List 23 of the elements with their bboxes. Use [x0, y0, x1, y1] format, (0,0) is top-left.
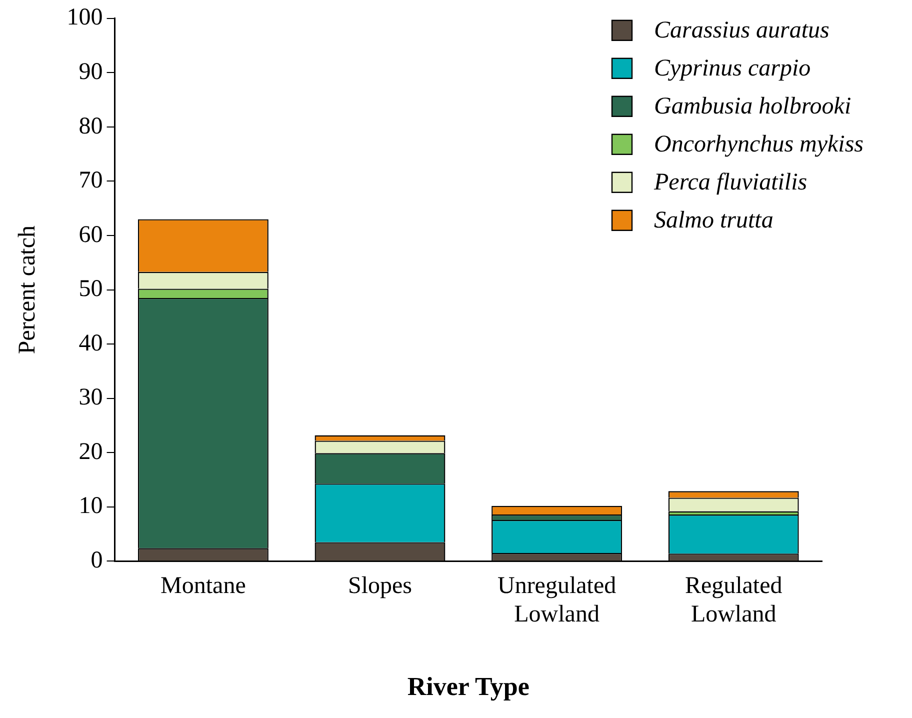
y-tick-label: 90 [78, 58, 103, 85]
x-axis-title: River Type [407, 672, 530, 702]
y-tick-label: 20 [78, 438, 103, 465]
y-axis-title: Percent catch [14, 226, 41, 354]
x-tick-label: Regulated Lowland [684, 572, 782, 628]
x-tick-label: Montane [160, 572, 246, 599]
x-tick-label: Unregulated Lowland [497, 572, 616, 628]
y-tick-label: 100 [66, 4, 103, 31]
y-tick-label: 60 [78, 222, 103, 248]
x-tick-label: Slopes [348, 572, 412, 599]
y-tick-label: 0 [90, 547, 103, 574]
y-tick-label: 10 [78, 493, 103, 520]
y-tick-label: 30 [78, 384, 103, 411]
legend-label: Oncorhynchus mykiss [654, 132, 864, 158]
y-tick-label: 70 [78, 168, 103, 194]
y-tick-label: 80 [78, 113, 103, 140]
legend-label: Perca fluviatilis [653, 170, 808, 196]
legend-label: Salmo trutta [654, 208, 774, 234]
legend-label: Carassius auratus [654, 18, 830, 44]
legend-label: Gambusia holbrooki [654, 94, 852, 120]
y-tick-label: 50 [78, 276, 103, 302]
y-tick-label: 40 [78, 330, 103, 356]
legend-label: Cyprinus carpio [654, 56, 811, 82]
